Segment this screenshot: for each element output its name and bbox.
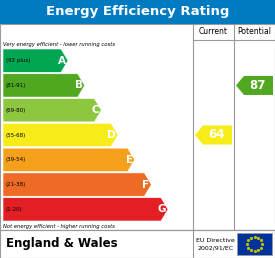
- Text: 64: 64: [208, 128, 225, 141]
- Text: (21-38): (21-38): [6, 182, 26, 187]
- Bar: [0, 230, 275, 258]
- Text: Energy Efficiency Rating: Energy Efficiency Rating: [46, 5, 229, 19]
- Text: G: G: [158, 204, 166, 214]
- Text: (92 plus): (92 plus): [6, 58, 30, 63]
- Text: England & Wales: England & Wales: [6, 238, 118, 251]
- Text: 2002/91/EC: 2002/91/EC: [197, 246, 233, 251]
- Text: E: E: [126, 155, 133, 165]
- Text: F: F: [142, 180, 149, 190]
- Text: B: B: [75, 80, 83, 90]
- Text: (55-68): (55-68): [6, 133, 26, 138]
- Text: C: C: [92, 105, 99, 115]
- Polygon shape: [236, 76, 273, 95]
- Polygon shape: [3, 49, 68, 72]
- Polygon shape: [3, 123, 118, 147]
- Text: (69-80): (69-80): [6, 108, 26, 113]
- Polygon shape: [195, 125, 232, 144]
- Text: Potential: Potential: [238, 28, 271, 36]
- Text: EU Directive: EU Directive: [196, 238, 235, 243]
- Text: D: D: [107, 130, 116, 140]
- Text: (39-54): (39-54): [6, 157, 26, 162]
- Bar: [237, 233, 272, 255]
- Text: Very energy efficient - lower running costs: Very energy efficient - lower running co…: [3, 42, 115, 47]
- Text: Not energy efficient - higher running costs: Not energy efficient - higher running co…: [3, 224, 115, 229]
- Text: Current: Current: [199, 28, 228, 36]
- Bar: [0, 24, 275, 230]
- Polygon shape: [3, 198, 168, 221]
- Polygon shape: [3, 74, 85, 97]
- Bar: [0, 0, 275, 24]
- Polygon shape: [3, 173, 151, 196]
- Text: (81-91): (81-91): [6, 83, 26, 88]
- Text: (1-20): (1-20): [6, 207, 23, 212]
- Text: 87: 87: [249, 79, 266, 92]
- Polygon shape: [3, 148, 135, 171]
- Text: A: A: [58, 56, 66, 66]
- Polygon shape: [3, 99, 101, 122]
